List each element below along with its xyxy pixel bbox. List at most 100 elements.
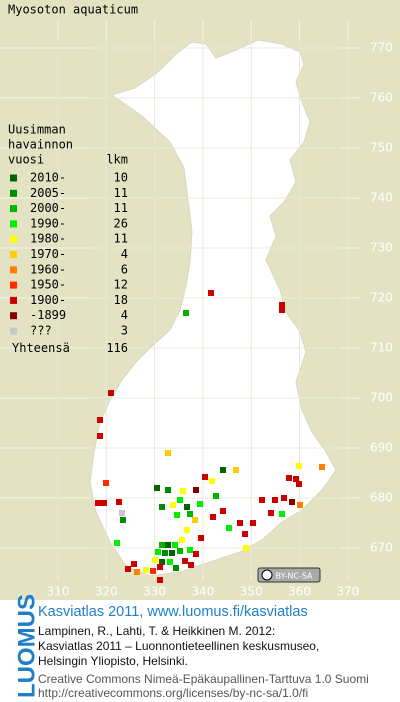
y-grid-label: 720 bbox=[370, 291, 393, 305]
x-grid-label: 370 bbox=[336, 585, 359, 599]
occurrence-square bbox=[243, 545, 249, 551]
occurrence-square bbox=[233, 467, 239, 473]
legend-count: 26 bbox=[114, 216, 128, 230]
occurrence-square bbox=[157, 564, 163, 570]
occurrence-square bbox=[108, 390, 114, 396]
legend-label: -1899 bbox=[30, 308, 66, 322]
occurrence-square bbox=[319, 464, 325, 470]
citation-line: Helsingin Yliopisto, Helsinki. bbox=[38, 654, 188, 668]
legend-label: 2000- bbox=[30, 201, 66, 215]
legend-header: Uusimman bbox=[8, 123, 66, 137]
license-badge bbox=[257, 567, 321, 583]
y-grid-label: 750 bbox=[370, 141, 393, 155]
legend-total: 116 bbox=[106, 341, 128, 355]
occurrence-square bbox=[97, 417, 103, 423]
occurrence-square bbox=[296, 463, 302, 469]
cc-icon bbox=[261, 569, 273, 581]
occurrence-square bbox=[101, 500, 107, 506]
x-grid-label: 350 bbox=[240, 585, 263, 599]
occurrence-square bbox=[213, 493, 219, 499]
occurrence-square bbox=[173, 565, 179, 571]
legend-swatch bbox=[10, 281, 17, 289]
y-grid-label: 670 bbox=[370, 541, 393, 555]
legend-swatch bbox=[10, 235, 17, 243]
occurrence-square bbox=[197, 501, 203, 507]
occurrence-square bbox=[293, 476, 299, 482]
occurrence-square bbox=[187, 547, 193, 553]
occurrence-square bbox=[179, 537, 185, 543]
occurrence-square bbox=[226, 525, 232, 531]
occurrence-square bbox=[268, 510, 274, 516]
occurrence-square bbox=[281, 495, 287, 501]
occurrence-square bbox=[279, 307, 285, 313]
occurrence-square bbox=[259, 497, 265, 503]
legend-count: 11 bbox=[114, 232, 128, 246]
legend-count: 10 bbox=[114, 171, 128, 185]
occurrence-square bbox=[170, 502, 176, 508]
x-grid-label: 310 bbox=[47, 585, 70, 599]
occurrence-square bbox=[296, 481, 302, 487]
occurrence-square bbox=[134, 569, 140, 575]
x-grid-label: 330 bbox=[143, 585, 166, 599]
occurrence-square bbox=[193, 551, 199, 557]
occurrence-square bbox=[95, 500, 101, 506]
legend-label: 1960- bbox=[30, 262, 66, 276]
y-grid-label: 710 bbox=[370, 341, 393, 355]
occurrence-square bbox=[155, 549, 161, 555]
legend-header: vuosi bbox=[8, 153, 44, 167]
occurrence-square bbox=[184, 527, 190, 533]
legend-label: 1990- bbox=[30, 216, 66, 230]
citation-line: Lampinen, R., Lahti, T. & Heikkinen M. 2… bbox=[38, 624, 275, 638]
occurrence-square bbox=[209, 478, 215, 484]
legend-swatch bbox=[10, 205, 17, 213]
occurrence-square bbox=[159, 504, 165, 510]
occurrence-square bbox=[289, 499, 295, 505]
citation-line: Kasviatlas 2011 – Luonnontieteellinen ke… bbox=[38, 639, 319, 653]
legend-label: 2005- bbox=[30, 186, 66, 200]
legend-header: lkm bbox=[106, 153, 128, 167]
occurrence-square bbox=[187, 511, 193, 517]
occurrence-square bbox=[154, 485, 160, 491]
map-title: Myosoton aquaticum bbox=[8, 3, 138, 17]
legend-swatch bbox=[10, 251, 17, 258]
occurrence-square bbox=[165, 450, 171, 456]
legend-label: 1950- bbox=[30, 278, 66, 292]
occurrence-square bbox=[272, 497, 278, 503]
legend-header: havainnon bbox=[8, 138, 73, 152]
legend-label: 2010- bbox=[30, 171, 66, 185]
y-grid-label: 770 bbox=[370, 41, 393, 55]
occurrence-square bbox=[210, 514, 216, 520]
legend-count: 4 bbox=[121, 308, 128, 322]
legend-label: ??? bbox=[30, 324, 52, 338]
occurrence-square bbox=[297, 502, 303, 508]
grid-over bbox=[57, 40, 349, 576]
occurrence-square bbox=[177, 497, 183, 503]
occurrence-square bbox=[188, 562, 194, 568]
occurrence-square bbox=[119, 510, 125, 516]
occurrence-square bbox=[116, 499, 122, 505]
x-grid-label: 320 bbox=[95, 585, 118, 599]
occurrence-square bbox=[159, 542, 165, 548]
legend-count: 11 bbox=[114, 201, 128, 215]
legend-count: 6 bbox=[121, 262, 128, 276]
occurrence-square bbox=[97, 433, 103, 439]
legend-swatch bbox=[10, 266, 17, 274]
y-grid-label: 730 bbox=[370, 241, 393, 255]
occurrence-square bbox=[286, 475, 292, 481]
occurrence-square bbox=[165, 542, 171, 548]
occurrence-square bbox=[120, 517, 126, 523]
y-grid-label: 690 bbox=[370, 441, 393, 455]
occurrence-square bbox=[167, 559, 173, 565]
occurrence-square bbox=[182, 558, 188, 564]
legend-count: 11 bbox=[114, 186, 128, 200]
occurrence-square bbox=[193, 487, 199, 493]
legend-label: 1980- bbox=[30, 232, 66, 246]
y-grid-label: 760 bbox=[370, 91, 393, 105]
x-grid-label: 340 bbox=[191, 585, 214, 599]
occurrence-square bbox=[220, 467, 226, 473]
finland-outline bbox=[89, 39, 337, 577]
legend-count: 18 bbox=[114, 293, 128, 307]
legend-swatch bbox=[10, 220, 17, 228]
occurrence-square bbox=[174, 512, 180, 518]
occurrence-square bbox=[177, 548, 183, 554]
